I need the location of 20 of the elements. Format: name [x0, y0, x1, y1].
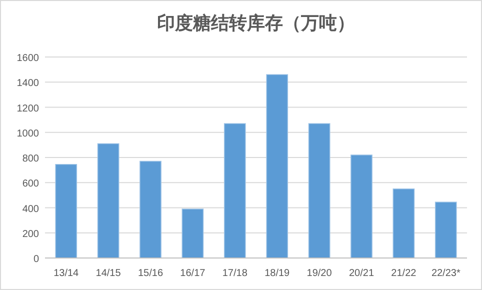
xtick: 14/15 [96, 268, 121, 279]
ytick: 400 [22, 204, 39, 215]
ytick: 800 [22, 154, 39, 164]
ytick: 1000 [16, 128, 39, 140]
ytick: 600 [22, 178, 39, 190]
xtick: 16/17 [180, 268, 206, 279]
xtick: 15/16 [138, 268, 164, 279]
title: 印度糖结转库存（万吨） [157, 13, 355, 33]
xtick: 19/20 [306, 268, 332, 279]
xtick: 21/22 [391, 268, 416, 279]
xtick: 22/23* [431, 268, 460, 279]
ytick: 1200 [16, 103, 39, 114]
xtick: 17/18 [222, 268, 248, 279]
ytick: 200 [22, 228, 39, 240]
xtick: 20/21 [348, 268, 374, 279]
ytick: 0 [33, 254, 39, 265]
xtick: 18/19 [264, 268, 290, 279]
ytick: 1600 [16, 53, 39, 64]
ytick: 1400 [16, 78, 39, 90]
xtick: 13/14 [54, 268, 79, 279]
